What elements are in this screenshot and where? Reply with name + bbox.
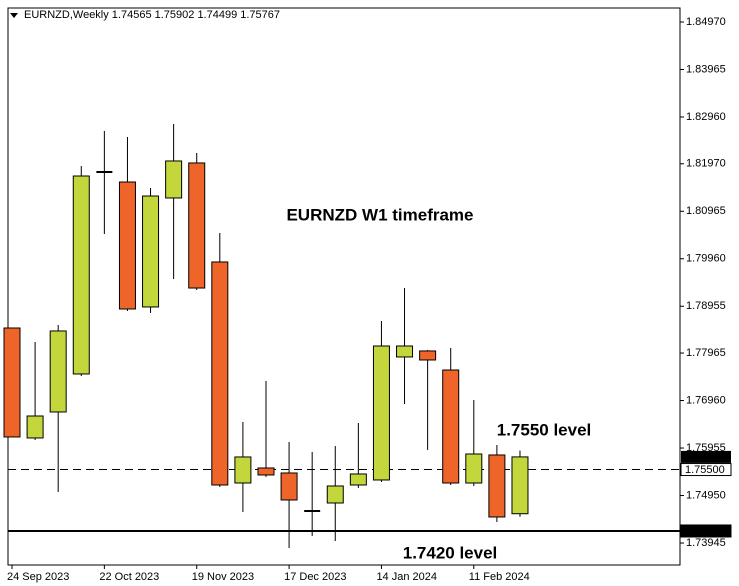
candle-body <box>234 456 252 484</box>
candle-body <box>257 467 275 476</box>
x-tick-label: 24 Sep 2023 <box>7 571 69 583</box>
annotation: 1.7550 level <box>497 420 592 439</box>
y-tick-label: 1.78955 <box>686 300 726 312</box>
y-tick-label: 1.77965 <box>686 347 726 359</box>
candle-body <box>465 453 483 484</box>
y-tick-label: 1.73945 <box>686 537 726 549</box>
y-tick-label: 1.84970 <box>686 16 726 28</box>
y-tick-label: 1.83965 <box>686 63 726 75</box>
chart-title: EURNZD,Weekly 1.74565 1.75902 1.74499 1.… <box>24 9 280 21</box>
y-tick-label: 1.80965 <box>686 205 726 217</box>
y-tick-label: 1.76960 <box>686 394 726 406</box>
annotation: EURNZD W1 timeframe <box>286 205 473 224</box>
level-label: 1.74200 <box>685 525 725 537</box>
candle-body <box>165 160 183 199</box>
last-price-label: 1.75767 <box>685 451 725 463</box>
x-tick-label: 14 Jan 2024 <box>376 571 437 583</box>
last-price-box <box>681 450 731 463</box>
y-tick-label: 1.74950 <box>686 489 726 501</box>
level-label-box <box>680 524 732 538</box>
candle-body <box>188 162 206 289</box>
candle-body <box>442 369 460 484</box>
y-tick-label: 1.82960 <box>686 111 726 123</box>
candle-body <box>488 454 506 518</box>
candle-body <box>142 195 160 308</box>
y-tick-label: 1.81970 <box>686 158 726 170</box>
candle-body <box>349 473 367 486</box>
menu-arrow <box>10 13 18 18</box>
x-tick-label: 19 Nov 2023 <box>192 571 254 583</box>
candle-body <box>72 175 90 375</box>
candle-body <box>211 261 229 486</box>
candle-body <box>511 456 529 515</box>
candle-body <box>372 345 390 481</box>
level-label: 1.75500 <box>685 464 725 476</box>
x-tick-label: 22 Oct 2023 <box>99 571 159 583</box>
plot-frame <box>7 7 681 566</box>
level-label-box <box>680 463 732 477</box>
candle-body <box>326 485 344 504</box>
candle-body <box>118 181 136 310</box>
y-tick-label: 1.79960 <box>686 253 726 265</box>
x-tick-label: 11 Feb 2024 <box>469 571 530 583</box>
candle-body <box>396 345 414 358</box>
candle-body <box>280 472 298 501</box>
annotation: 1.7420 level <box>403 543 498 562</box>
candle-body <box>26 415 44 439</box>
candle-body <box>419 350 437 361</box>
candle-body <box>3 327 21 438</box>
x-tick-label: 17 Dec 2023 <box>284 571 346 583</box>
candle-body <box>49 330 67 413</box>
